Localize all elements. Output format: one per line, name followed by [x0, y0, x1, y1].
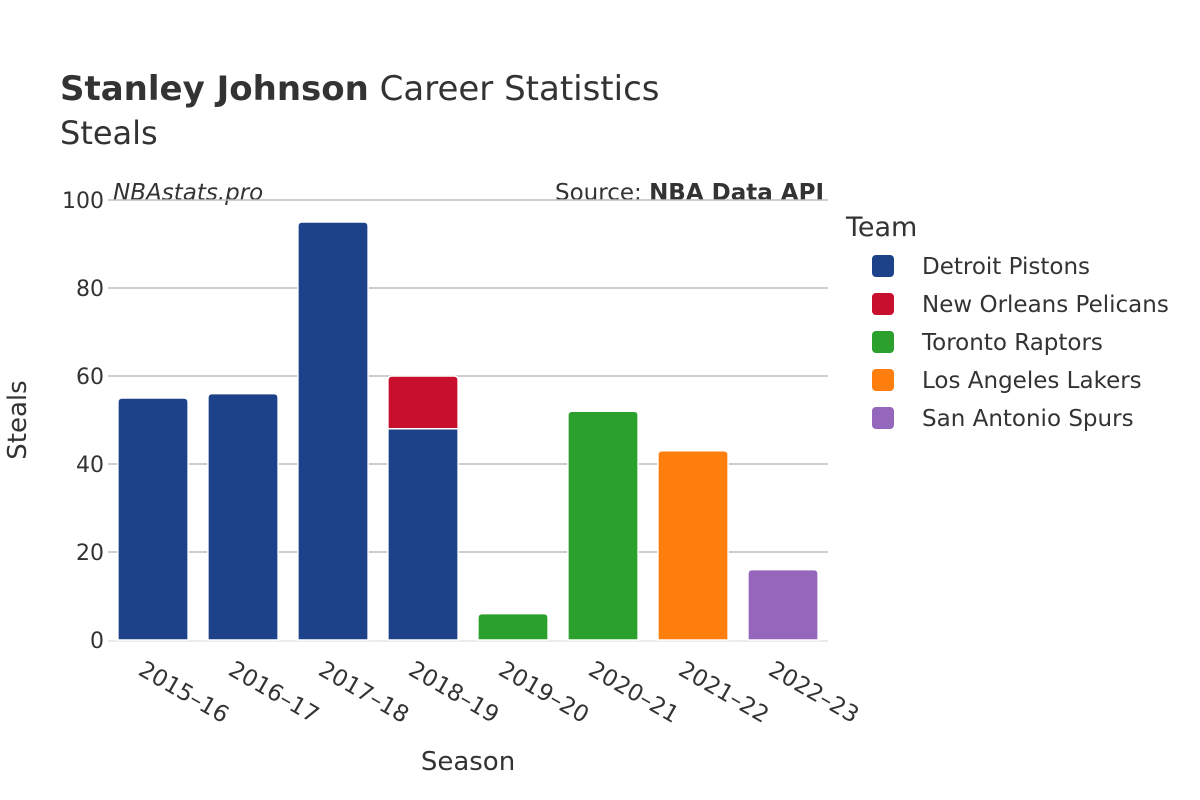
x-axis-title: Season — [421, 747, 515, 777]
x-axis-ticks: 2015–162016–172017–182018–192019–202020–… — [134, 657, 863, 729]
bar-2021–22-los-angeles-lakers[interactable] — [657, 450, 729, 641]
bars — [117, 221, 819, 641]
legend-item[interactable]: New Orleans Pelicans — [872, 292, 1169, 318]
legend-swatch — [872, 407, 894, 429]
y-tick-label: 100 — [62, 189, 104, 214]
x-tick-label: 2018–19 — [404, 657, 503, 729]
legend-swatch — [872, 293, 894, 315]
bar-2018–19-new-orleans-pelicans[interactable] — [387, 375, 459, 430]
chart-title-player: Stanley Johnson — [60, 69, 369, 109]
legend-item[interactable]: Los Angeles Lakers — [872, 368, 1142, 394]
legend-swatch — [872, 331, 894, 353]
x-tick-label: 2019–20 — [494, 657, 593, 729]
x-tick-label: 2017–18 — [314, 657, 413, 729]
source-name: NBA Data API — [649, 180, 824, 206]
x-tick-label: 2022–23 — [764, 657, 863, 729]
chart-title-rest: Career Statistics — [369, 69, 660, 109]
legend-item[interactable]: San Antonio Spurs — [872, 406, 1134, 432]
legend-label: Los Angeles Lakers — [922, 368, 1142, 394]
y-tick-label: 40 — [76, 453, 104, 478]
y-tick-label: 0 — [90, 629, 104, 654]
legend-title: Team — [845, 212, 917, 243]
bar-2017–18-detroit-pistons[interactable] — [297, 221, 369, 641]
x-tick-label: 2015–16 — [134, 657, 233, 729]
legend-swatch — [872, 255, 894, 277]
y-axis-title: Steals — [3, 380, 33, 459]
legend-swatch — [872, 369, 894, 391]
x-tick-label: 2020–21 — [584, 657, 683, 729]
source-prefix: Source: — [555, 180, 649, 206]
legend-label: New Orleans Pelicans — [922, 292, 1169, 318]
legend-label: Toronto Raptors — [921, 330, 1103, 356]
chart-title: Stanley Johnson Career Statistics — [60, 69, 660, 109]
source-label: Source: NBA Data API — [555, 180, 824, 206]
chart-subtitle: Steals — [60, 114, 158, 152]
x-tick-label: 2016–17 — [224, 657, 323, 729]
legend-label: Detroit Pistons — [922, 254, 1090, 280]
legend-label: San Antonio Spurs — [922, 406, 1134, 432]
y-tick-label: 20 — [76, 541, 104, 566]
bar-2020–21-toronto-raptors[interactable] — [567, 410, 639, 641]
legend: Detroit Pistons New Orleans Pelicans Toron… — [872, 254, 1169, 432]
y-axis-ticks: 0 20 40 60 80 100 — [62, 189, 104, 654]
bar-2022–23-san-antonio-spurs[interactable] — [747, 568, 819, 641]
bar-2019–20-toronto-raptors[interactable] — [477, 612, 549, 641]
y-tick-label: 80 — [76, 277, 104, 302]
y-tick-label: 60 — [76, 365, 104, 390]
bar-2018–19-detroit-pistons[interactable] — [387, 428, 459, 641]
x-tick-label: 2021–22 — [674, 657, 773, 729]
bar-2016–17-detroit-pistons[interactable] — [207, 392, 279, 641]
legend-item[interactable]: Toronto Raptors — [872, 330, 1103, 356]
watermark: NBAstats.pro — [113, 180, 263, 206]
bar-2015–16-detroit-pistons[interactable] — [117, 397, 189, 641]
legend-item[interactable]: Detroit Pistons — [872, 254, 1090, 280]
